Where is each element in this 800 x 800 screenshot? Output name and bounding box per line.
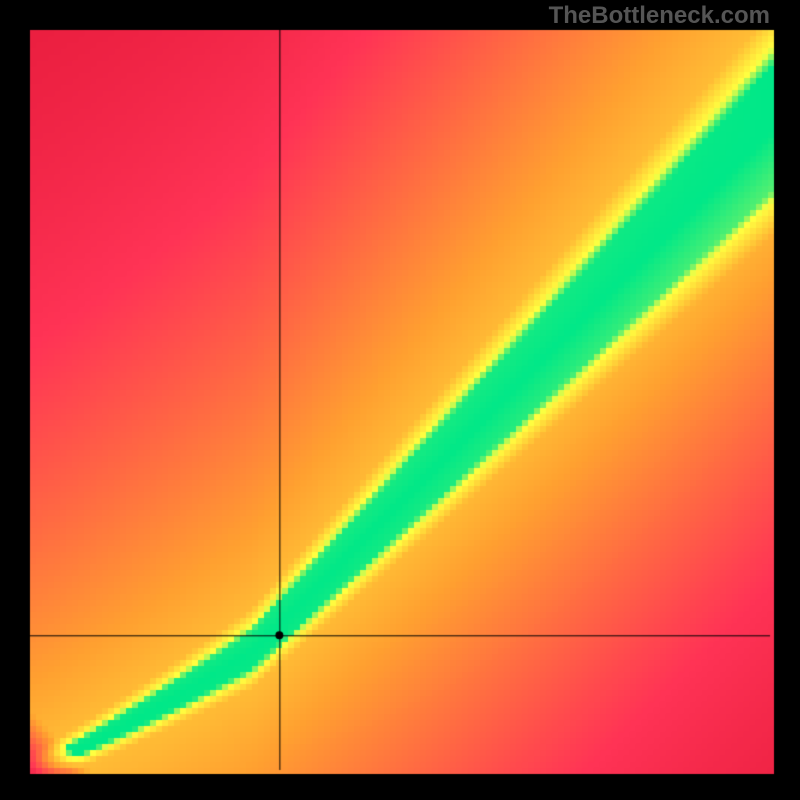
- bottleneck-heatmap: [0, 0, 800, 800]
- watermark-text: TheBottleneck.com: [549, 2, 770, 30]
- chart-container: { "canvas": { "width": 800, "height": 80…: [0, 0, 800, 800]
